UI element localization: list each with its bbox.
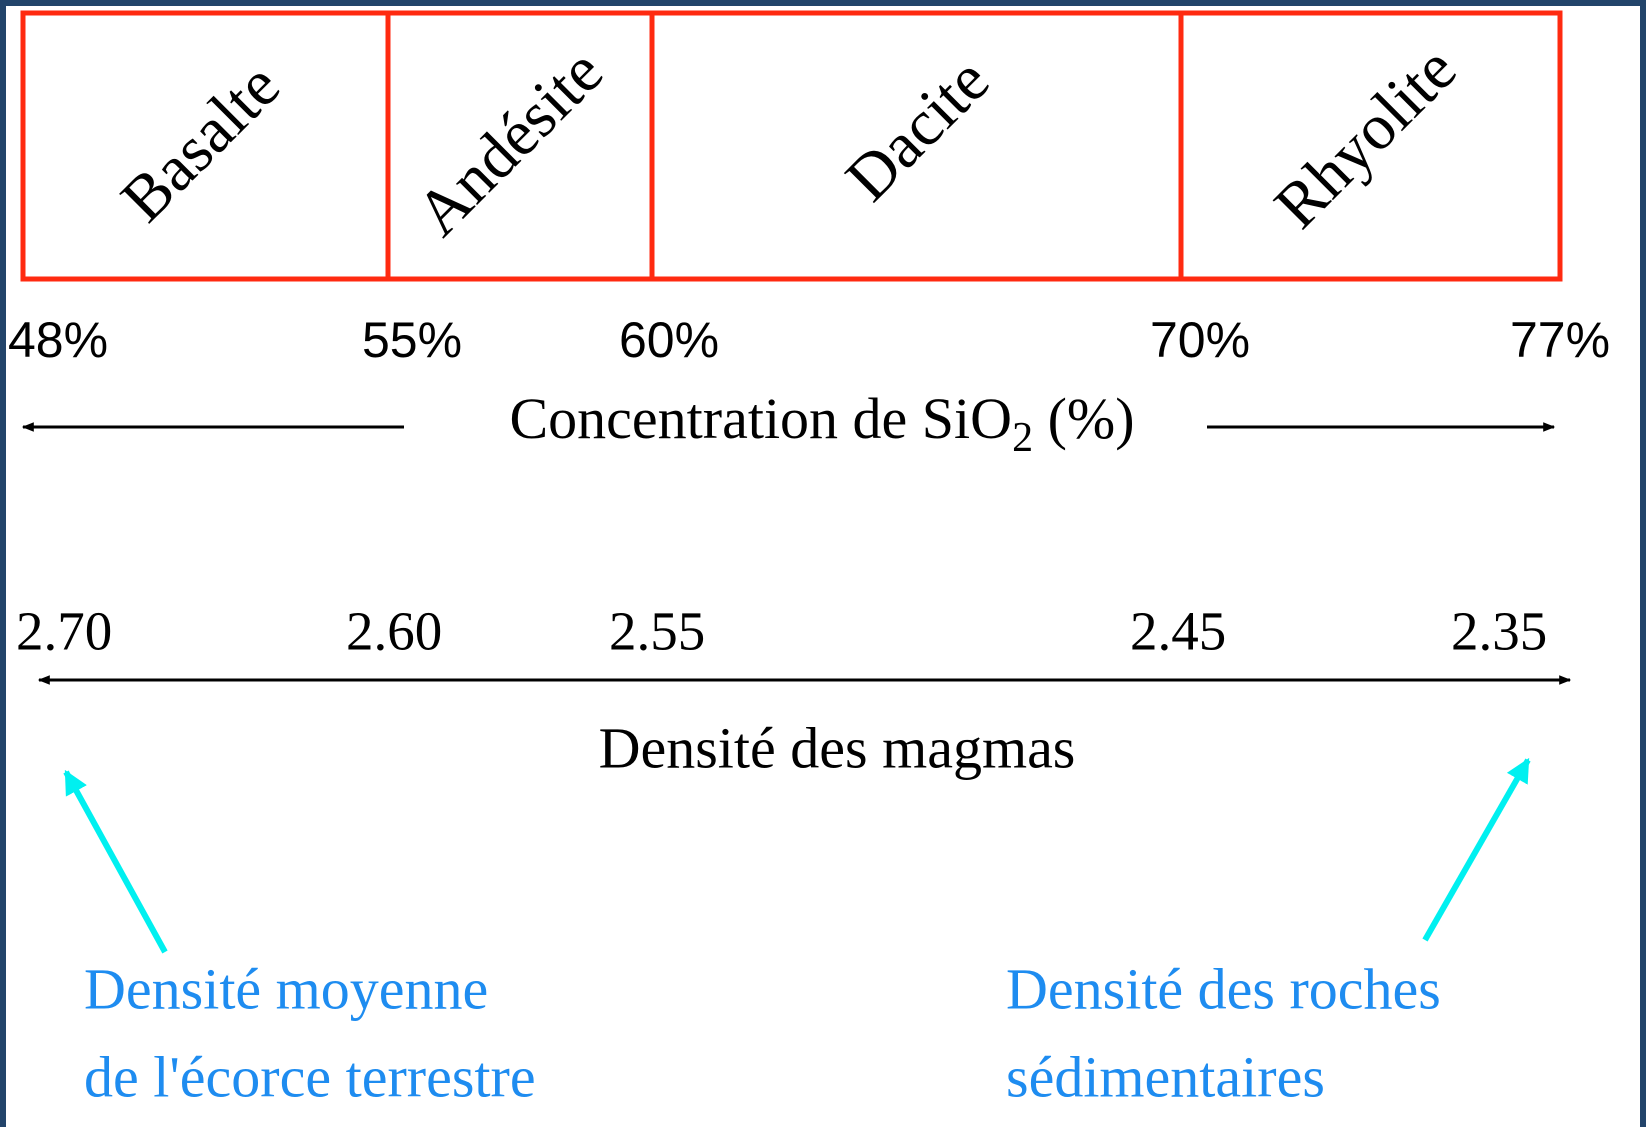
background bbox=[6, 6, 1640, 1127]
density-label: 2.55 bbox=[609, 601, 705, 662]
density-label: 2.60 bbox=[346, 601, 442, 662]
density-label: 2.45 bbox=[1130, 601, 1226, 662]
density-label: 2.70 bbox=[16, 601, 112, 662]
cyan-arrow bbox=[63, 769, 168, 954]
axis-suffix: (%) bbox=[1033, 386, 1134, 451]
sio2-label: 48% bbox=[8, 312, 108, 368]
annotations: Densité moyenne de l'écorce terrestre De… bbox=[84, 956, 1441, 1109]
axis-text: Concentration de SiO bbox=[509, 386, 1012, 451]
density-labels: 2.70 2.60 2.55 2.45 2.35 bbox=[16, 601, 1547, 662]
rock-box bbox=[20, 10, 1563, 282]
sio2-label: 60% bbox=[619, 312, 719, 368]
annotation-line: sédimentaires bbox=[1006, 1044, 1325, 1109]
sio2-label: 77% bbox=[1510, 312, 1610, 368]
density-label: 2.35 bbox=[1451, 601, 1547, 662]
sio2-axis-title: Concentration de SiO2 (%) bbox=[509, 386, 1134, 460]
box-frame bbox=[20, 10, 1563, 282]
sio2-label: 70% bbox=[1150, 312, 1250, 368]
axis-subscript: 2 bbox=[1012, 415, 1033, 461]
density-axis-title: Densité des magmas bbox=[599, 715, 1076, 780]
sio2-labels: 48% 55% 60% 70% 77% bbox=[8, 312, 1610, 368]
annotation-line: Densité moyenne bbox=[84, 956, 488, 1021]
annotation-line: Densité des roches bbox=[1006, 956, 1441, 1021]
sio2-label: 55% bbox=[362, 312, 462, 368]
cyan-arrow bbox=[1422, 757, 1531, 942]
annotation-line: de l'écorce terrestre bbox=[84, 1044, 536, 1109]
